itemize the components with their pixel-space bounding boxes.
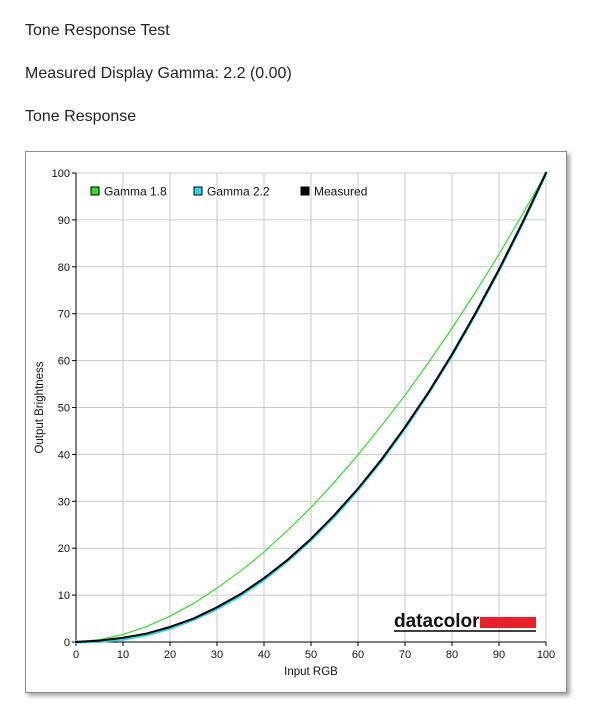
legend-item-gamma-1-8: Gamma 1.8 (90, 185, 167, 199)
legend-label: Gamma 1.8 (104, 185, 167, 199)
y-axis-title: Output Brightness (34, 361, 46, 453)
x-tick-label: 30 (211, 649, 223, 661)
y-tick-label: 100 (52, 168, 70, 180)
series-line-gamma-1-8 (75, 172, 547, 643)
y-tick-label: 0 (64, 637, 70, 649)
chart-canvas: 0 10 20 30 40 50 60 70 80 90 100 0 10 20 30 40 50 60 70 80 9… (34, 168, 555, 678)
legend-label: Gamma 2.2 (207, 185, 270, 199)
y-tick-label: 20 (58, 543, 70, 555)
y-tick-label: 40 (58, 449, 70, 461)
y-tick-label: 90 (58, 215, 70, 227)
x-tick-label: 0 (73, 649, 79, 661)
x-tick-label: 40 (258, 649, 270, 661)
legend-swatch (193, 186, 203, 196)
x-tick-label: 10 (117, 649, 129, 661)
page-title: Tone Response Test (25, 22, 170, 39)
x-tick-label: 100 (537, 649, 555, 661)
measured-gamma-text: Measured Display Gamma: 2.2 (0.00) (25, 65, 292, 82)
datacolor-logo-bar (480, 617, 536, 628)
x-tick-label: 80 (446, 649, 458, 661)
x-tick-label: 20 (164, 649, 176, 661)
x-tick-label: 90 (493, 649, 505, 661)
legend-swatch (300, 186, 310, 196)
x-tick-label: 60 (352, 649, 364, 661)
y-tick-label: 60 (58, 356, 70, 368)
legend-item-measured: Measured (300, 185, 367, 199)
x-axis-title: Input RGB (284, 666, 338, 678)
x-tick-label: 50 (305, 649, 317, 661)
legend-swatch (90, 186, 100, 196)
y-tick-label: 80 (58, 262, 70, 274)
y-tick-label: 70 (58, 309, 70, 321)
y-tick-label: 30 (58, 496, 70, 508)
y-tick-label: 50 (58, 403, 70, 415)
series-line-measured (75, 172, 547, 643)
y-tick-label: 10 (58, 590, 70, 602)
section-heading: Tone Response (25, 108, 137, 125)
x-tick-label: 70 (399, 649, 411, 661)
legend-label: Measured (314, 185, 367, 199)
datacolor-logo-text: datacolor (394, 611, 480, 632)
legend-item-gamma-2-2: Gamma 2.2 (193, 185, 270, 199)
tone-response-chart: 0 10 20 30 40 50 60 70 80 90 100 0 10 20 30 40 50 60 70 80 9… (25, 151, 567, 693)
